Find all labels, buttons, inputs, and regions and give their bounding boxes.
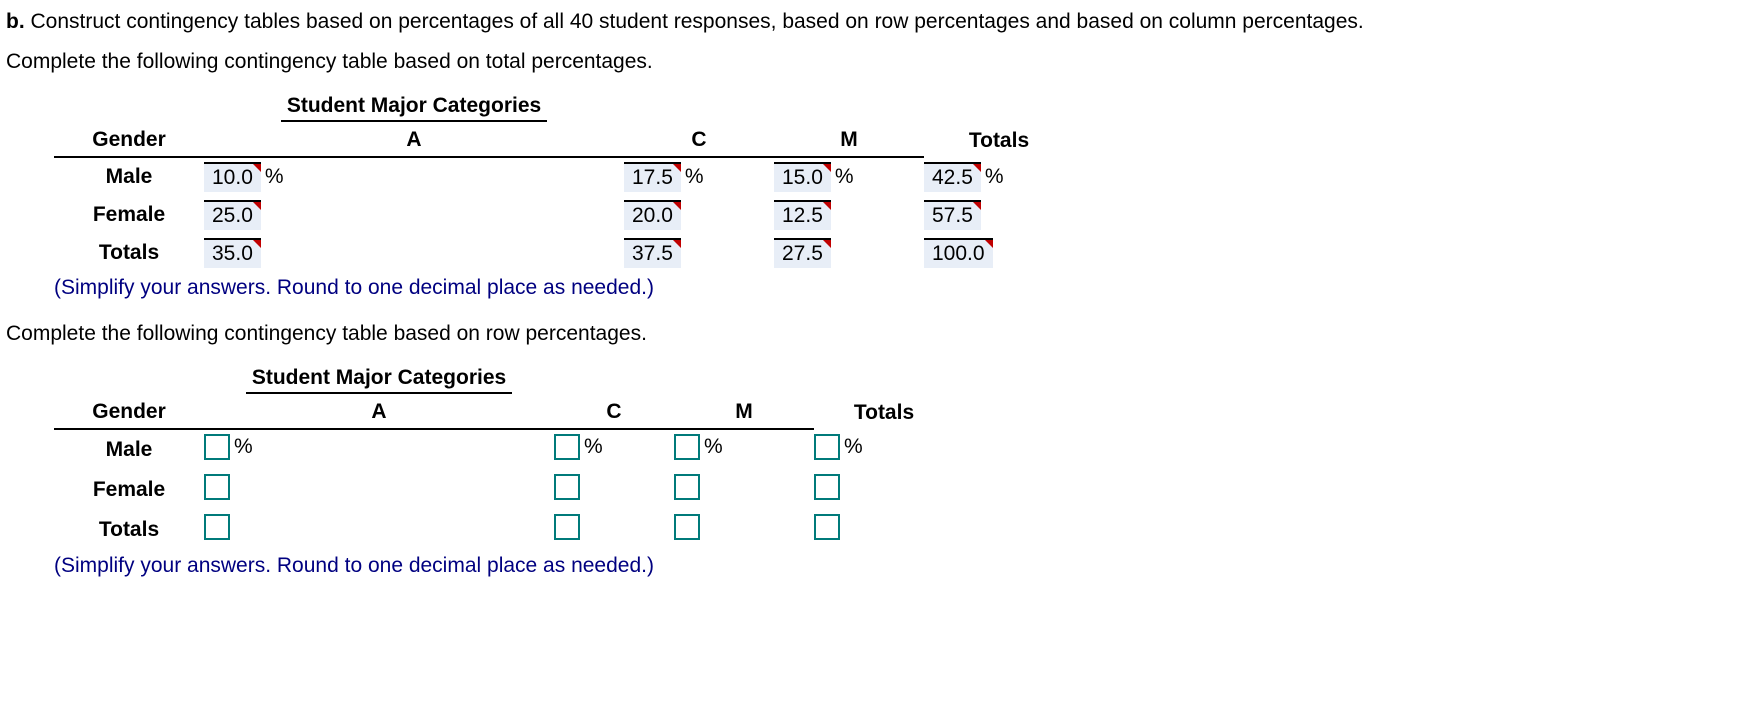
table-row: Totals 35.0 37.5 27.5 100.0: [54, 234, 1074, 272]
answer-filled[interactable]: 12.5: [774, 200, 831, 230]
table-row: Male 10.0% 17.5% 15.0% 42.5%: [54, 157, 1074, 196]
hint-text: (Simplify your answers. Round to one dec…: [54, 276, 1742, 300]
table-super-title: Student Major Categories: [246, 366, 512, 394]
header-c: C: [624, 124, 774, 157]
row-label-male: Male: [54, 157, 204, 196]
percent-sign: %: [844, 435, 863, 459]
row-label-male: Male: [54, 429, 204, 470]
header-a: A: [204, 124, 624, 157]
header-totals: Totals: [814, 396, 954, 429]
table-row: Female 25.0 20.0 12.5 57.5: [54, 196, 1074, 234]
row-label-totals: Totals: [54, 510, 204, 550]
answer-filled[interactable]: 100.0: [924, 238, 993, 268]
intro-row: Complete the following contingency table…: [6, 322, 1742, 346]
question-b: b. Construct contingency tables based on…: [6, 10, 1742, 34]
answer-filled[interactable]: 10.0: [204, 162, 261, 192]
header-a: A: [204, 396, 554, 429]
answer-filled[interactable]: 35.0: [204, 238, 261, 268]
percent-sign: %: [584, 435, 603, 459]
row-label-totals: Totals: [54, 234, 204, 272]
table-row: Male % % % %: [54, 429, 954, 470]
table-total-percentages: Student Major Categories Gender A C M To…: [54, 90, 1074, 272]
row-label-female: Female: [54, 196, 204, 234]
answer-filled[interactable]: 15.0: [774, 162, 831, 192]
question-prefix: b.: [6, 10, 25, 33]
answer-input[interactable]: [554, 514, 580, 540]
percent-sign: %: [265, 165, 284, 189]
intro-total: Complete the following contingency table…: [6, 50, 1742, 74]
answer-input[interactable]: [814, 434, 840, 460]
table-header-row: Gender A C M Totals: [54, 124, 1074, 157]
answer-input[interactable]: [674, 434, 700, 460]
answer-filled[interactable]: 42.5: [924, 162, 981, 192]
answer-input[interactable]: [554, 434, 580, 460]
question-text: Construct contingency tables based on pe…: [31, 10, 1364, 33]
answer-input[interactable]: [204, 474, 230, 500]
percent-sign: %: [704, 435, 723, 459]
percent-sign: %: [985, 165, 1004, 189]
header-totals: Totals: [924, 124, 1074, 157]
answer-input[interactable]: [204, 434, 230, 460]
answer-filled[interactable]: 57.5: [924, 200, 981, 230]
header-c: C: [554, 396, 674, 429]
answer-filled[interactable]: 20.0: [624, 200, 681, 230]
answer-filled[interactable]: 27.5: [774, 238, 831, 268]
answer-filled[interactable]: 37.5: [624, 238, 681, 268]
percent-sign: %: [234, 435, 253, 459]
header-m: M: [774, 124, 924, 157]
header-m: M: [674, 396, 814, 429]
header-gender: Gender: [54, 396, 204, 429]
percent-sign: %: [835, 165, 854, 189]
answer-filled[interactable]: 25.0: [204, 200, 261, 230]
answer-input[interactable]: [674, 514, 700, 540]
answer-input[interactable]: [204, 514, 230, 540]
answer-input[interactable]: [674, 474, 700, 500]
table-row: Female: [54, 470, 954, 510]
answer-input[interactable]: [554, 474, 580, 500]
percent-sign: %: [685, 165, 704, 189]
answer-filled[interactable]: 17.5: [624, 162, 681, 192]
answer-input[interactable]: [814, 474, 840, 500]
header-gender: Gender: [54, 124, 204, 157]
answer-input[interactable]: [814, 514, 840, 540]
table-super-title: Student Major Categories: [281, 94, 547, 122]
table-row-percentages: Student Major Categories Gender A C M To…: [54, 362, 954, 550]
row-label-female: Female: [54, 470, 204, 510]
hint-text: (Simplify your answers. Round to one dec…: [54, 554, 1742, 578]
table-row: Totals: [54, 510, 954, 550]
table-header-row: Gender A C M Totals: [54, 396, 954, 429]
